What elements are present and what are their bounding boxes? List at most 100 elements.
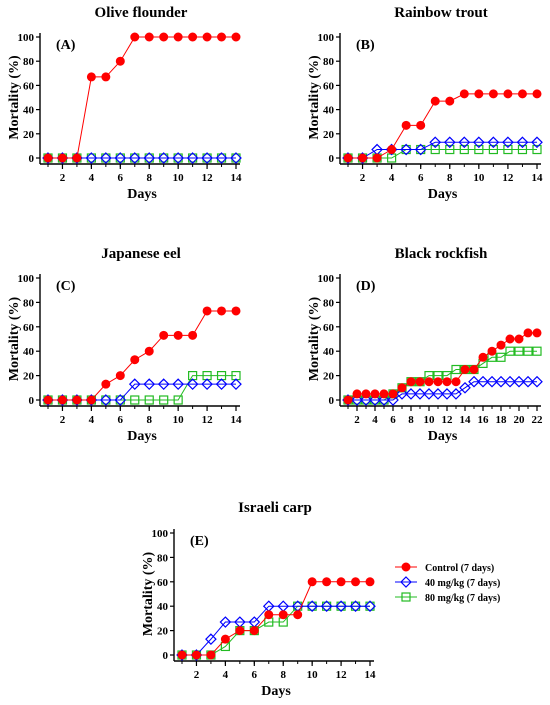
chart-panel-1: Olive flounder (A) 0 20 40 60 80 100 2 4 6 8 10 12 14 D… (7, 5, 242, 202)
data-point-dose40 (157, 152, 170, 164)
data-point-control (101, 72, 111, 82)
x-tick-label: 20 (514, 414, 526, 426)
data-point-dose40 (516, 136, 529, 149)
x-tick-label: 4 (372, 414, 378, 426)
data-point-dose40 (157, 378, 170, 390)
data-point-dose80 (532, 346, 542, 356)
data-point-control (415, 377, 425, 387)
data-point-dose40 (172, 378, 185, 390)
data-point-dose40 (396, 388, 408, 400)
data-point-dose40 (364, 600, 376, 613)
data-point-control (188, 32, 198, 42)
y-tick-label: 60 (323, 322, 335, 334)
data-point-control (478, 352, 488, 362)
y-tick-label: 20 (323, 371, 335, 383)
panel-letter: (D) (356, 279, 376, 294)
data-point-control (130, 355, 140, 365)
data-point-control (503, 89, 513, 99)
data-point-control (351, 577, 361, 587)
data-point-control (387, 145, 397, 155)
data-point-dose80 (430, 144, 440, 155)
data-point-dose40 (215, 152, 228, 164)
data-point-control (474, 89, 484, 99)
y-axis-label: Mortality (%) (7, 296, 22, 381)
x-tick-label: 6 (390, 414, 396, 426)
x-tick-label: 8 (146, 414, 152, 426)
data-point-control (220, 634, 230, 644)
data-point-dose80 (523, 346, 533, 356)
data-point-control (496, 340, 506, 350)
data-point-control (372, 153, 382, 163)
panel-letter: (C) (56, 279, 76, 294)
data-point-control (177, 650, 187, 660)
data-point-control (469, 365, 479, 374)
data-point-control (278, 610, 288, 620)
x-axis-label: Days (127, 429, 157, 444)
y-tick-label: 60 (323, 80, 335, 92)
data-point-dose40 (443, 136, 456, 149)
data-point-dose40 (429, 136, 442, 149)
data-point-control (231, 306, 241, 316)
data-point-dose40 (306, 600, 319, 613)
data-point-control (352, 389, 362, 399)
data-point-dose40 (459, 381, 471, 394)
data-point-control (231, 32, 241, 42)
y-tick-label: 20 (23, 129, 35, 141)
chart-panel-4: Black rockfish (D) 0 20 40 60 80 100 2 4 6 8 10 12 14 1… (307, 246, 543, 444)
x-tick-label: 14 (231, 172, 243, 184)
legend-label-dose80: 80 mg/kg (7 days) (425, 593, 500, 604)
data-point-dose40 (205, 633, 217, 645)
data-point-control (523, 328, 533, 338)
data-point-dose80 (496, 352, 506, 362)
data-point-control (379, 389, 389, 399)
data-point-dose40 (360, 394, 372, 406)
y-tick-label: 80 (23, 297, 35, 309)
x-tick-label: 12 (202, 414, 214, 426)
data-point-control (191, 650, 201, 660)
data-point-dose40 (513, 375, 525, 388)
data-point-control (43, 395, 53, 405)
data-point-control (430, 96, 440, 106)
x-tick-label: 10 (173, 172, 185, 184)
data-point-control (217, 32, 227, 42)
data-point-dose40 (349, 600, 362, 613)
data-point-control (293, 610, 303, 620)
data-point-control (514, 334, 524, 344)
x-tick-label: 6 (118, 172, 124, 184)
data-point-dose40 (531, 136, 543, 149)
data-point-control (72, 395, 82, 405)
y-axis-label: Mortality (%) (7, 55, 22, 140)
chart-title: Israeli carp (238, 500, 312, 516)
legend-marker-dose80 (401, 592, 411, 602)
x-tick-label: 2 (360, 172, 366, 184)
data-point-dose80 (505, 346, 515, 356)
data-point-control (202, 32, 212, 42)
y-tick-label: 40 (157, 601, 169, 613)
data-point-dose40 (414, 388, 426, 400)
data-point-dose40 (351, 394, 363, 406)
data-point-control (72, 153, 82, 163)
panel-letter: (A) (56, 38, 76, 53)
x-axis-label: Days (428, 429, 458, 444)
x-tick-label: 8 (146, 172, 152, 184)
y-axis-label: Mortality (%) (141, 551, 156, 636)
x-axis-label: Days (261, 684, 291, 699)
data-point-dose40 (441, 388, 453, 400)
legend-marker-control (401, 562, 411, 572)
data-point-control (115, 56, 125, 66)
chart-panel-3: Japanese eel (C) 0 20 40 60 80 100 2 4 6 8 10 12 14 Day… (7, 246, 242, 444)
data-point-dose40 (472, 136, 485, 149)
y-tick-label: 100 (18, 32, 35, 44)
data-point-control (388, 389, 398, 399)
data-point-control (173, 330, 183, 340)
data-point-dose40 (143, 152, 156, 164)
legend-label-control: Control (7 days) (425, 563, 494, 574)
x-tick-label: 4 (89, 414, 95, 426)
data-point-control (43, 153, 53, 163)
data-point-control (202, 306, 212, 316)
data-point-dose40 (405, 388, 417, 400)
data-point-control (445, 96, 455, 106)
data-point-control (460, 365, 470, 374)
data-point-control (336, 577, 346, 587)
y-tick-label: 0 (29, 395, 35, 407)
